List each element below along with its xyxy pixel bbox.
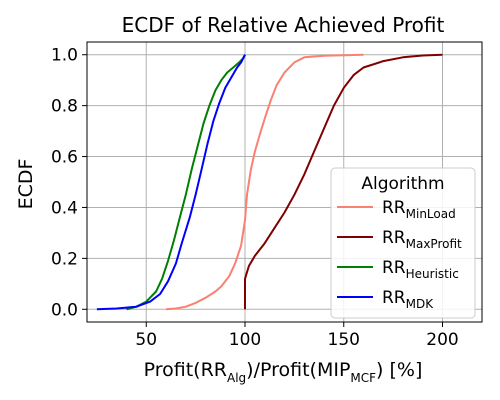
x-tick-label: 200 (426, 330, 458, 350)
legend-items: RRMinLoad RRMaxProfit RRHeuristic RRMDK (337, 198, 462, 311)
x-tick-label: 150 (328, 330, 360, 350)
x-axis-label-mid: )/Profit(MIP (246, 359, 350, 381)
x-axis-label-end: ) [%] (376, 359, 422, 381)
legend-label: RRMDK (382, 288, 434, 311)
y-tick-label: 0.4 (51, 198, 78, 218)
y-tick-label: 0.2 (51, 249, 78, 269)
series-line-heuristic (126, 54, 246, 311)
chart-title: ECDF of Relative Achieved Profit (122, 13, 445, 37)
x-axis-label: Profit(RRAlg)/Profit(MIPMCF) [%] (144, 359, 423, 385)
x-axis-label-main: Profit(RR (144, 359, 227, 381)
y-tick-label: 0.6 (51, 148, 78, 168)
plot-frame (86, 41, 483, 323)
legend: Algorithm RRMinLoad RRMaxProfit RRHeuristi… (330, 167, 476, 319)
legend-title: Algorithm (361, 174, 444, 194)
series-lines (96, 53, 443, 311)
series-line-maxprofit (244, 53, 443, 310)
legend-box (330, 167, 476, 319)
series-line-mdk (96, 54, 246, 311)
x-tick-label: 50 (135, 330, 157, 350)
legend-label: RRMinLoad (382, 198, 456, 221)
y-tick-label: 0.8 (51, 97, 78, 117)
x-axis-label-sub1: Alg (227, 371, 246, 385)
legend-label: RRHeuristic (382, 258, 459, 281)
y-ticks: 0.0 0.2 0.4 0.6 0.8 1.0 (51, 46, 87, 320)
x-ticks: 50 100 150 200 (135, 322, 459, 350)
x-axis-label-sub2: MCF (350, 371, 376, 385)
y-axis-label: ECDF (15, 159, 37, 210)
legend-label: RRMaxProfit (382, 228, 462, 251)
series-line-minload (165, 53, 364, 311)
y-tick-label: 0.0 (51, 300, 78, 320)
x-tick-label: 100 (229, 330, 261, 350)
y-tick-label: 1.0 (51, 46, 78, 66)
